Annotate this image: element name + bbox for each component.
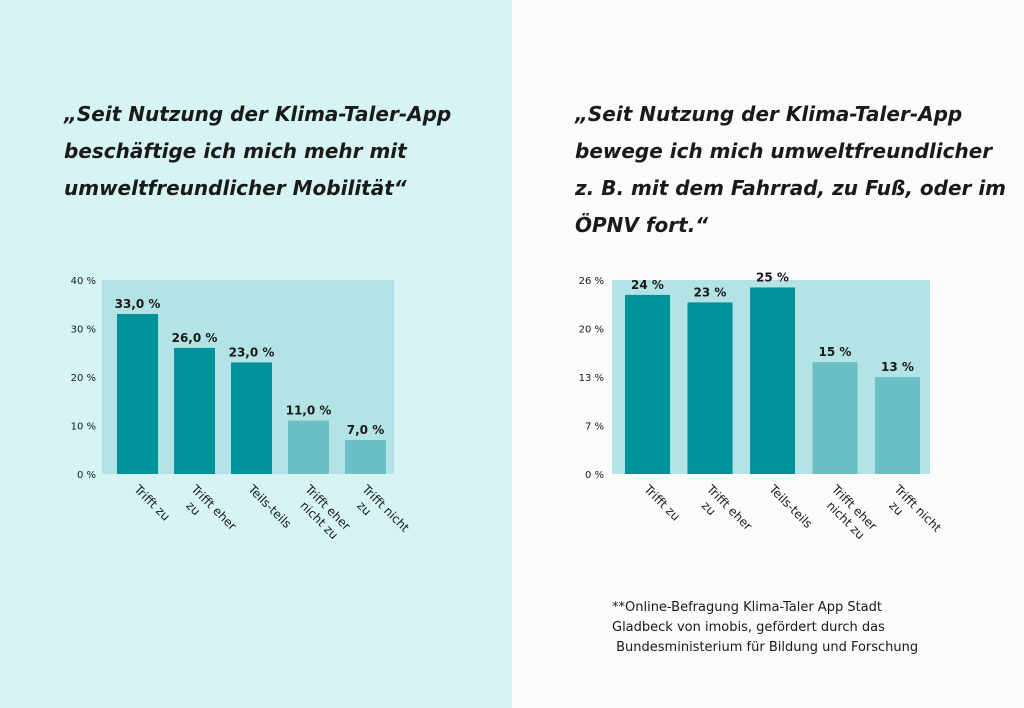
y-tick-label: 26 % bbox=[579, 276, 604, 287]
y-tick-label: 20 % bbox=[579, 325, 604, 336]
bar bbox=[687, 302, 733, 474]
bar bbox=[345, 440, 386, 474]
data-label: 15 % bbox=[819, 345, 852, 359]
right-quote-line: ÖPNV fort.“ bbox=[575, 213, 709, 237]
bar bbox=[625, 294, 670, 474]
data-label: 7,0 % bbox=[347, 423, 384, 437]
y-tick-label: 10 % bbox=[71, 422, 96, 433]
y-tick-label: 13 % bbox=[579, 373, 604, 384]
y-tick-label: 0 % bbox=[585, 470, 604, 481]
left-quote: „Seit Nutzung der Klima-Taler-App beschä… bbox=[64, 96, 451, 207]
left-quote-line: „Seit Nutzung der Klima-Taler-App bbox=[64, 102, 452, 126]
left-quote-line: beschäftige ich mich mehr mit bbox=[64, 139, 407, 163]
y-tick-label: 7 % bbox=[585, 422, 604, 433]
footnote: **Online-Befragung Klima-Taler App Stadt… bbox=[612, 598, 918, 658]
bar bbox=[812, 362, 858, 474]
data-label: 23 % bbox=[694, 285, 727, 299]
footnote-line: Bundesministerium für Bildung und Forsch… bbox=[612, 640, 919, 655]
left-quote-line: umweltfreundlicher Mobilität“ bbox=[64, 176, 407, 200]
footnote-line: Gladbeck von imobis, gefördert durch das bbox=[612, 620, 885, 635]
footnote-line: **Online-Befragung Klima-Taler App Stadt bbox=[612, 600, 882, 615]
x-tick-label: Trifft zu bbox=[641, 482, 683, 524]
x-tick-label-line: Trifft zu bbox=[641, 482, 683, 524]
x-tick-label: Teils-teils bbox=[766, 482, 815, 531]
x-tick-label: Trifft eherzu bbox=[693, 482, 755, 544]
bar bbox=[875, 377, 920, 474]
data-label: 11,0 % bbox=[286, 404, 332, 418]
bar bbox=[750, 287, 795, 474]
y-tick-label: 0 % bbox=[77, 470, 96, 481]
right-quote-line: z. B. mit dem Fahrrad, zu Fuß, oder im bbox=[575, 176, 1007, 200]
data-label: 23,0 % bbox=[229, 345, 275, 359]
right-quote-line: „Seit Nutzung der Klima-Taler-App bbox=[575, 102, 963, 126]
data-label: 25 % bbox=[756, 270, 789, 284]
data-label: 24 % bbox=[631, 278, 664, 292]
data-label: 26,0 % bbox=[172, 331, 218, 345]
bar bbox=[288, 420, 329, 474]
right-quote-line: bewege ich mich umweltfreundlicher bbox=[575, 139, 993, 163]
data-label: 33,0 % bbox=[115, 297, 161, 311]
x-tick-label: Trifft nichtzu bbox=[880, 482, 944, 546]
y-tick-label: 20 % bbox=[71, 373, 96, 384]
bar bbox=[174, 347, 215, 474]
bar bbox=[117, 313, 158, 474]
bar bbox=[231, 362, 272, 474]
x-tick-label-line: Teils-teils bbox=[766, 482, 815, 531]
y-tick-label: 40 % bbox=[71, 276, 96, 287]
y-tick-label: 30 % bbox=[71, 325, 96, 336]
x-tick-label: Trifft ehernicht zu bbox=[818, 482, 880, 544]
data-label: 13 % bbox=[881, 360, 914, 374]
right-quote: „Seit Nutzung der Klima-Taler-App bewege… bbox=[575, 96, 1006, 244]
